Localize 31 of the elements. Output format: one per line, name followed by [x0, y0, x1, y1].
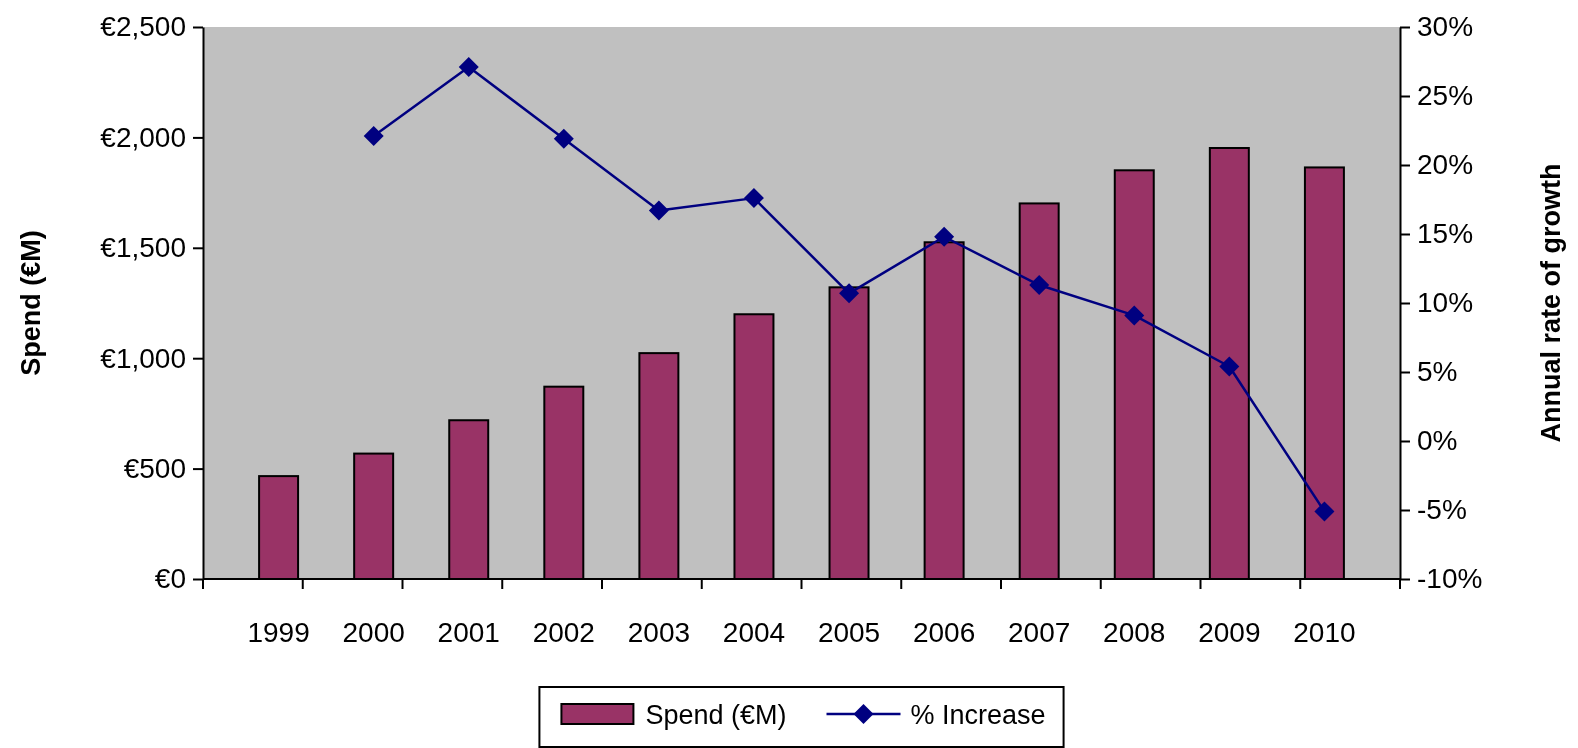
x-tick-label: 2000	[342, 617, 405, 648]
y2-tick-label: 10%	[1417, 287, 1474, 319]
y2-tick-label: 20%	[1417, 149, 1474, 181]
y2-tick-label: -10%	[1417, 563, 1483, 595]
y2-tick-label: 15%	[1417, 218, 1474, 250]
y2-tick-label: 5%	[1417, 356, 1458, 388]
y-tick-label: €1,500	[100, 232, 186, 264]
y-tick-label: €2,500	[100, 11, 186, 43]
x-tick-label: 1999	[247, 617, 310, 648]
x-tick-label: 2003	[627, 617, 691, 648]
y2-tick-label: 0%	[1417, 425, 1458, 457]
y-axis-title: Spend (€M)	[16, 230, 46, 376]
legend-label: % Increase	[910, 700, 1046, 730]
x-tick-label: 2007	[1008, 617, 1071, 648]
x-tick-label: 2002	[532, 617, 595, 648]
legend-label: Spend (€M)	[645, 700, 787, 730]
y-tick-label: €1,000	[100, 342, 186, 374]
x-tick-label: 2004	[722, 617, 786, 648]
y-tick-label: €2,000	[100, 121, 186, 153]
x-tick-label: 2005	[817, 617, 881, 648]
y-tick-label: €0	[154, 563, 186, 595]
y-tick-label: €500	[123, 453, 186, 485]
y2-tick-label: -5%	[1417, 494, 1467, 526]
y2-tick-label: 25%	[1417, 80, 1474, 112]
x-tick-label: 2006	[912, 617, 976, 648]
x-tick-label: 2001	[437, 617, 500, 648]
x-tick-label: 2009	[1198, 617, 1261, 648]
x-tick-label: 2008	[1103, 617, 1166, 648]
x-tick-label: 2010	[1293, 617, 1356, 648]
y2-tick-label: 30%	[1417, 11, 1474, 43]
y2-axis-title: Annual rate of growth	[1536, 163, 1566, 443]
